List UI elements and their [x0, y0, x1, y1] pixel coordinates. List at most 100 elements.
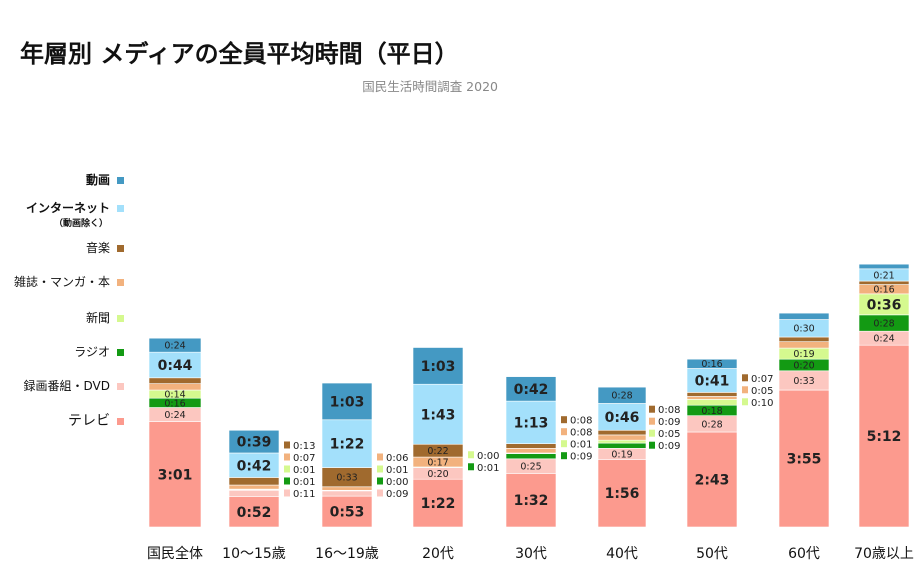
chart-title: 年層別 メディアの全員平均時間（平日） [20, 40, 459, 68]
bar-音楽-40代 [597, 429, 647, 436]
data-label-動画-10～15歳: 0:39 [237, 435, 272, 451]
side-label-新聞-40代: 0:05 [658, 429, 680, 440]
data-label-ラジオ-60代: 0:20 [793, 360, 814, 371]
data-label-テレビ-16～19歳: 0:53 [330, 505, 365, 521]
bar-テレビ-20代 [412, 478, 464, 528]
data-label-動画-20代: 1:03 [421, 359, 456, 375]
bar-ラジオ-30代 [505, 453, 557, 460]
bar-音楽-50代 [686, 392, 738, 397]
data-label-録画番組-DVD-50代: 0:28 [701, 419, 722, 430]
bar-雑誌-マンガ-本-30代 [505, 448, 557, 454]
data-label-動画-30代: 0:42 [514, 382, 549, 398]
bar-動画-16～19歳 [321, 382, 373, 421]
data-label-テレビ-30代: 1:32 [514, 493, 549, 509]
side-marker-ラジオ-40代 [649, 441, 655, 449]
side-label-ラジオ-20代: 0:01 [477, 463, 499, 474]
side-label-ラジオ-10～15歳: 0:01 [293, 477, 315, 488]
data-label-新聞-70歳以上: 0:36 [867, 297, 902, 313]
side-marker-雑誌-マンガ-本-30代 [561, 428, 567, 436]
data-label-インターネット-40代: 0:46 [605, 410, 640, 426]
side-label-新聞-50代: 0:10 [751, 398, 773, 409]
side-label-ラジオ-16～19歳: 0:00 [386, 477, 408, 488]
data-label-インターネット-10～15歳: 0:42 [237, 458, 272, 474]
data-label-動画-40代: 0:28 [611, 391, 632, 402]
side-label-新聞-10～15歳: 0:01 [293, 465, 315, 476]
x-tick-label-国民全体: 国民全体 [147, 545, 203, 562]
x-tick-label-40代: 40代 [606, 546, 638, 562]
bar-ラジオ-40代 [597, 442, 647, 449]
data-label-テレビ-60代: 3:55 [787, 452, 822, 468]
side-marker-新聞-16～19歳 [377, 465, 383, 473]
data-label-インターネット-国民全体: 0:44 [158, 358, 193, 374]
x-tick-label-50代: 50代 [696, 546, 728, 562]
data-label-雑誌-マンガ-本-70歳以上: 0:16 [873, 285, 894, 296]
side-marker-音楽-10～15歳 [284, 441, 290, 449]
legend-swatch-インターネット [117, 205, 124, 212]
data-label-インターネット-16～19歳: 1:22 [330, 437, 365, 453]
data-label-テレビ-10～15歳: 0:52 [237, 505, 272, 521]
bar-テレビ-40代 [597, 459, 647, 528]
data-label-ラジオ-国民全体: 0:16 [164, 398, 185, 409]
legend-swatch-新聞 [117, 315, 124, 322]
bar-動画-国民全体 [148, 337, 202, 353]
legend-label-録画番組-DVD: 録画番組・DVD [24, 378, 110, 393]
bar-雑誌-マンガ-本-16～19歳 [321, 486, 373, 491]
side-marker-新聞-20代 [468, 451, 474, 459]
data-label-録画番組-DVD-60代: 0:33 [793, 376, 814, 387]
side-label-新聞-20代: 0:00 [477, 451, 499, 462]
side-marker-ラジオ-20代 [468, 463, 474, 471]
legend-swatch-録画番組-DVD [117, 383, 124, 390]
side-marker-新聞-30代 [561, 440, 567, 448]
legend-label-ラジオ: ラジオ [74, 345, 110, 359]
side-marker-音楽-40代 [649, 405, 655, 413]
data-label-雑誌-マンガ-本-20代: 0:17 [427, 457, 448, 468]
legend-swatch-ラジオ [117, 349, 124, 356]
side-label-音楽-50代: 0:07 [751, 374, 773, 385]
data-label-インターネット-50代: 0:41 [695, 373, 730, 389]
bar-テレビ-10～15歳 [228, 496, 280, 528]
x-tick-label-20代: 20代 [422, 546, 454, 562]
x-axis: 国民全体 10～15歳 16～19歳 20代 30代 40代 50代 60代 70歳以上 [147, 545, 914, 562]
bar-録画番組-DVD-16～19歳 [321, 490, 373, 497]
data-label-テレビ-40代: 1:56 [605, 486, 640, 502]
side-label-ラジオ-30代: 0:09 [570, 452, 592, 463]
data-label-インターネット-20代: 1:43 [421, 407, 456, 423]
legend-label-動画: 動画 [86, 172, 110, 187]
bar-インターネット-国民全体 [148, 351, 202, 379]
data-label-テレビ-50代: 2:43 [695, 473, 730, 489]
bar-インターネット-30代 [505, 400, 557, 444]
data-label-録画番組-DVD-20代: 0:20 [427, 469, 448, 480]
bar-音楽-30代 [505, 443, 557, 449]
side-label-雑誌-マンガ-本-10～15歳: 0:07 [293, 453, 315, 464]
data-label-テレビ-70歳以上: 5:12 [867, 429, 902, 445]
bar-音楽-10～15歳 [228, 477, 280, 486]
side-label-ラジオ-40代: 0:09 [658, 441, 680, 452]
side-marker-新聞-40代 [649, 429, 655, 437]
bar-インターネット-20代 [412, 383, 464, 445]
side-label-音楽-30代: 0:08 [570, 416, 592, 427]
side-label-音楽-10～15歳: 0:13 [293, 441, 315, 452]
bar-音楽-60代 [778, 336, 830, 342]
x-tick-label-70歳以上: 70歳以上 [854, 546, 914, 562]
bar-動画-20代 [412, 347, 464, 385]
bar-動画-50代 [686, 358, 738, 369]
data-label-インターネット-30代: 1:13 [514, 415, 549, 431]
legend-swatch-雑誌-マンガ-本 [117, 279, 124, 286]
data-label-録画番組-DVD-40代: 0:19 [611, 449, 632, 460]
side-label-雑誌-マンガ-本-50代: 0:05 [751, 386, 773, 397]
bar-動画-10～15歳 [228, 429, 280, 454]
x-tick-label-30代: 30代 [515, 546, 547, 562]
legend-label-新聞: 新聞 [86, 310, 110, 325]
bar-雑誌-マンガ-本-50代 [686, 396, 738, 400]
data-label-ラジオ-70歳以上: 0:28 [873, 318, 894, 329]
bar-テレビ-50代 [686, 431, 738, 528]
side-label-新聞-16～19歳: 0:01 [386, 465, 408, 476]
data-labels-layer: 3:010:240:160:140:440:240:520:420:390:11… [158, 270, 902, 521]
data-label-録画番組-DVD-国民全体: 0:24 [164, 410, 185, 421]
side-label-雑誌-マンガ-本-40代: 0:09 [658, 417, 680, 428]
x-tick-label-60代: 60代 [788, 546, 820, 562]
bar-インターネット-16～19歳 [321, 419, 373, 468]
data-label-インターネット-60代: 0:30 [793, 324, 814, 335]
